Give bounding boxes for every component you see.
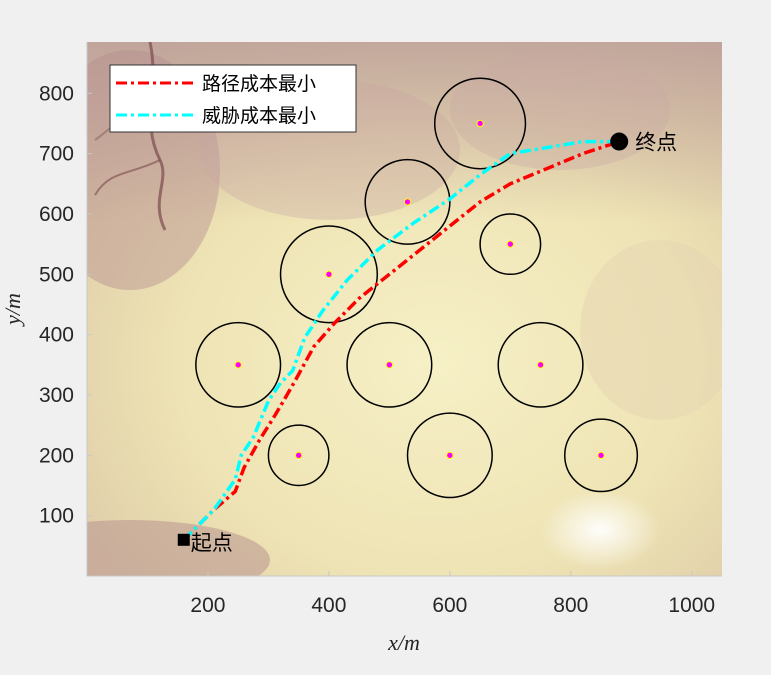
threat-circle (406, 412, 493, 499)
start-goal-markers (177, 132, 629, 546)
threat-circle (497, 321, 584, 408)
threat-center-point (325, 270, 333, 279)
threat-center-point (385, 361, 394, 369)
threat-circle (364, 158, 451, 245)
threat-center-point (294, 451, 303, 460)
threat-center-point (506, 240, 515, 248)
threat-center-point (403, 198, 412, 206)
y-tick-label: 600 (39, 203, 74, 226)
y-tick-label: 400 (39, 324, 74, 347)
y-tick-label: 300 (39, 384, 74, 407)
y-tick-label: 200 (39, 444, 74, 467)
y-axis-label: y/m (0, 293, 25, 327)
x-tick-label: 1000 (668, 594, 715, 617)
start-marker (177, 533, 190, 546)
x-tick-label: 200 (190, 594, 225, 617)
threat-circle (479, 213, 542, 276)
threat-center-point (476, 119, 484, 128)
x-tick-label: 600 (432, 594, 467, 617)
threat-center-point (536, 361, 545, 369)
path-cost-route-line (182, 139, 620, 542)
legend-label-path-cost: 路径成本最小 (202, 73, 316, 95)
threat-circle (195, 321, 282, 408)
x-tick-label: 400 (311, 594, 346, 617)
terrain-background (87, 42, 722, 576)
threat-center-point (234, 361, 242, 369)
y-tick-label: 100 (39, 505, 74, 528)
threat-cost-route-line (182, 139, 620, 542)
start-label: 起点 (191, 531, 233, 555)
threat-centers (234, 119, 605, 460)
threat-center-point (597, 451, 605, 460)
threat-circle (279, 225, 379, 324)
y-tick-label: 700 (39, 143, 74, 166)
route-paths (182, 139, 620, 542)
x-tick-label: 800 (553, 594, 588, 617)
threat-circles (195, 77, 639, 499)
legend-box (109, 64, 357, 133)
legend: 路径成本最小 威胁成本最小 (109, 64, 357, 133)
threat-circle (267, 424, 330, 487)
threat-circle (564, 418, 639, 493)
x-axis-label: x/m (387, 630, 420, 655)
goal-marker (610, 132, 629, 151)
x-tick-labels: 200 400 600 800 1000 (190, 571, 715, 617)
threat-circle (346, 321, 433, 408)
y-tick-labels: 100 200 300 400 500 600 700 800 (39, 82, 92, 528)
goal-label: 终点 (635, 131, 677, 155)
threat-center-point (446, 451, 454, 460)
legend-label-threat-cost: 威胁成本最小 (202, 105, 316, 127)
y-tick-label: 800 (39, 82, 74, 105)
threat-circle (433, 77, 527, 170)
y-tick-label: 500 (39, 263, 74, 286)
